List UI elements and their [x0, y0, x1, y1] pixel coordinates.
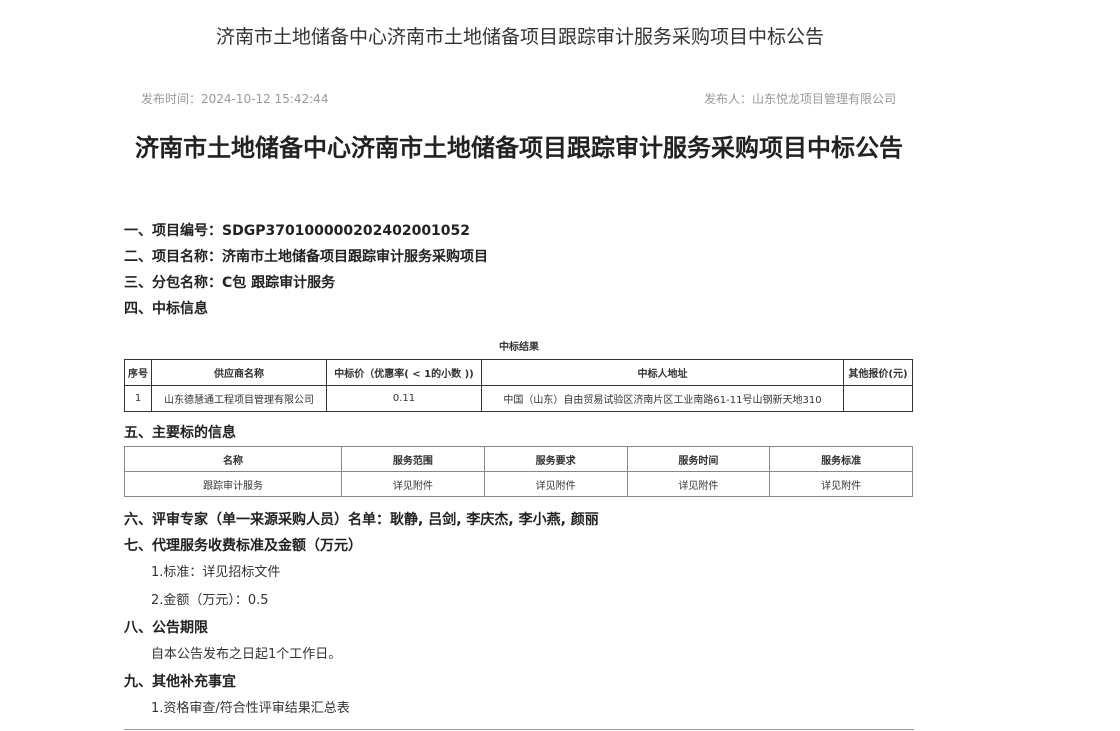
subject-info-heading: 五、主要标的信息 — [124, 425, 236, 441]
cell: 中国（山东）自由贸易试验区济南片区工业南路61-11号山钢新天地310 — [481, 385, 844, 412]
project-number: 一、项目编号：SDGP370100000202402001052 — [124, 223, 471, 239]
result-caption: 中标结果 — [499, 342, 539, 353]
publisher: 发布人：山东悦龙项目管理有限公司 — [703, 92, 896, 106]
col-header: 中标人地址 — [481, 359, 844, 386]
cell: 山东德慧通工程项目管理有限公司 — [151, 385, 327, 412]
col-header: 序号 — [124, 359, 152, 386]
experts-list: 六、评审专家（单一来源采购人员）名单：耿静, 吕剑, 李庆杰, 李小燕, 颜丽 — [124, 512, 599, 528]
col-header: 中标价（优惠率( < 1的小数 )) — [326, 359, 482, 386]
notice-body: 一、项目编号：SDGP370100000202402001052 二、项目名称：… — [124, 218, 914, 730]
notice-period: 自本公告发布之日起1个工作日。 — [151, 647, 342, 662]
col-header: 服务范围 — [341, 446, 485, 472]
cell: 详见附件 — [626, 471, 771, 497]
result-table: 序号 供应商名称 中标价（优惠率( < 1的小数 )) 中标人地址 其他报价(元… — [124, 359, 913, 412]
cell: 1 — [124, 385, 152, 412]
table-row: 1 山东德慧通工程项目管理有限公司 0.11 中国（山东）自由贸易试验区济南片区… — [124, 385, 913, 412]
col-header: 供应商名称 — [151, 359, 327, 386]
project-name: 二、项目名称：济南市土地储备项目跟踪审计服务采购项目 — [124, 249, 488, 265]
notice-period-heading: 八、公告期限 — [124, 620, 208, 636]
col-header: 其他报价(元) — [843, 359, 913, 386]
other-matters-item: 1.资格审查/符合性评审结果汇总表 — [151, 701, 350, 716]
subject-table: 名称 服务范围 服务要求 服务时间 服务标准 跟踪审计服务 详见附件 详见附件 … — [124, 446, 913, 497]
lot-name: 三、分包名称：C包 跟踪审计服务 — [124, 275, 336, 291]
divider — [124, 729, 914, 730]
publish-time: 发布时间：2024-10-12 15:42:44 — [141, 92, 329, 106]
cell — [843, 385, 913, 412]
col-header: 服务要求 — [483, 446, 628, 472]
cell: 0.11 — [326, 385, 482, 412]
table-row: 跟踪审计服务 详见附件 详见附件 详见附件 详见附件 — [124, 471, 913, 497]
page-title: 济南市土地储备中心济南市土地储备项目跟踪审计服务采购项目中标公告 — [215, 26, 824, 48]
cell: 详见附件 — [483, 471, 628, 497]
agency-fee-heading: 七、代理服务收费标准及金额（万元） — [124, 538, 362, 554]
notice-heading: 济南市土地储备中心济南市土地储备项目跟踪审计服务采购项目中标公告 — [135, 134, 903, 162]
fee-amount: 2.金额（万元）：0.5 — [151, 593, 269, 608]
table-header-row: 序号 供应商名称 中标价（优惠率( < 1的小数 )) 中标人地址 其他报价(元… — [124, 359, 913, 386]
col-header: 服务时间 — [626, 446, 771, 472]
cell: 详见附件 — [341, 471, 485, 497]
cell: 详见附件 — [769, 471, 913, 497]
award-info-heading: 四、中标信息 — [124, 301, 208, 317]
fee-standard: 1.标准：详见招标文件 — [151, 565, 281, 580]
cell: 跟踪审计服务 — [124, 471, 342, 497]
other-matters-heading: 九、其他补充事宜 — [124, 674, 236, 690]
col-header: 名称 — [124, 446, 342, 472]
col-header: 服务标准 — [769, 446, 913, 472]
table-header-row: 名称 服务范围 服务要求 服务时间 服务标准 — [124, 446, 913, 472]
